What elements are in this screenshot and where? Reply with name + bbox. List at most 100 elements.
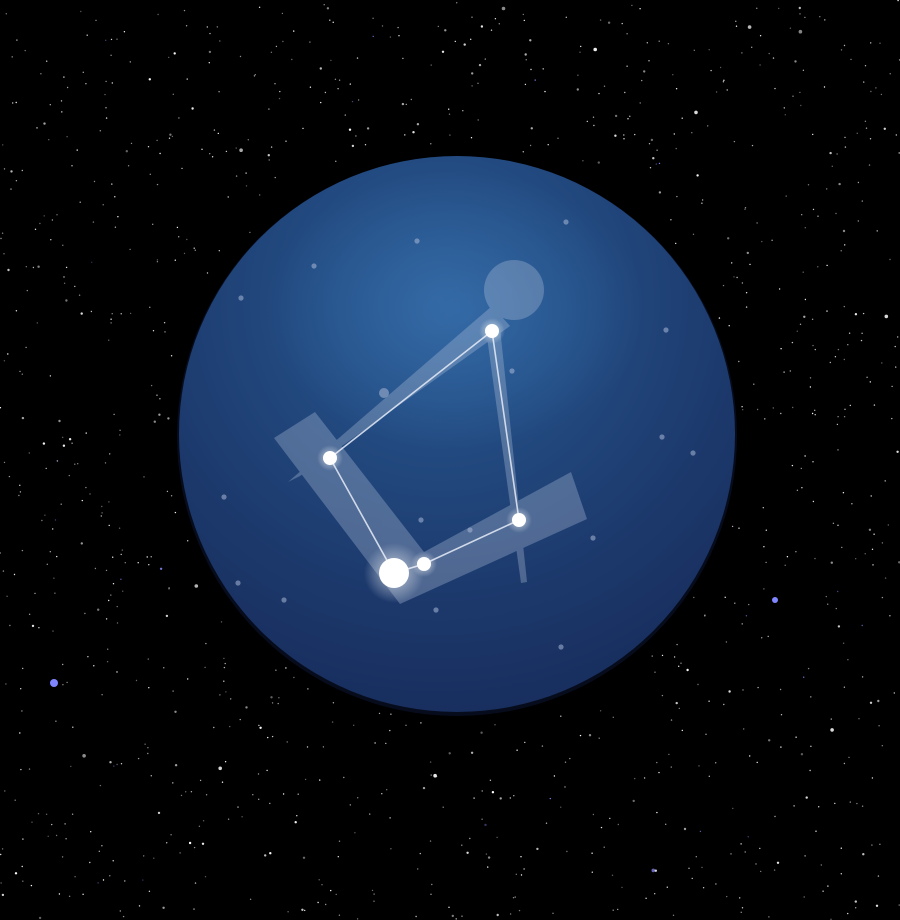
- constellation-disc: [177, 156, 737, 716]
- background-star: [649, 167, 652, 169]
- background-star: [877, 875, 880, 877]
- background-star: [66, 681, 68, 684]
- background-star: [137, 562, 139, 564]
- background-star: [881, 542, 884, 544]
- background-star: [41, 519, 43, 522]
- background-star: [25, 266, 27, 268]
- faint-star: [379, 388, 389, 398]
- background-star: [224, 662, 226, 665]
- background-star: [897, 336, 899, 338]
- background-star: [837, 449, 839, 451]
- background-star: [814, 348, 816, 351]
- background-star: [239, 55, 242, 58]
- background-star: [884, 577, 887, 579]
- background-star: [353, 724, 355, 726]
- background-star: [104, 462, 107, 464]
- background-star: [153, 857, 155, 859]
- background-star: [68, 895, 71, 897]
- background-star: [817, 266, 819, 268]
- background-star: [293, 676, 295, 679]
- background-star: [21, 416, 25, 420]
- background-star: [704, 614, 706, 616]
- background-star: [826, 188, 828, 190]
- background-star: [213, 129, 216, 131]
- background-star: [416, 123, 420, 126]
- background-star: [1, 232, 4, 234]
- background-star: [0, 882, 2, 884]
- background-star: [494, 18, 497, 20]
- background-star: [106, 661, 109, 663]
- background-star: [848, 332, 851, 334]
- background-star: [810, 696, 812, 698]
- background-star: [249, 898, 252, 900]
- background-star: [3, 360, 6, 362]
- background-star: [786, 556, 789, 558]
- background-star: [90, 831, 92, 833]
- background-star: [735, 25, 738, 27]
- background-star: [544, 90, 546, 93]
- background-star: [357, 797, 359, 799]
- background-star: [32, 266, 35, 269]
- background-star: [208, 62, 210, 64]
- background-star: [109, 761, 112, 764]
- background-star: [523, 868, 525, 870]
- background-star: [814, 557, 816, 560]
- background-star: [756, 761, 758, 764]
- background-star: [164, 331, 166, 333]
- background-star: [688, 867, 690, 869]
- background-star: [94, 567, 97, 570]
- background-star: [843, 762, 846, 765]
- background-star: [456, 2, 458, 4]
- background-star: [225, 150, 228, 153]
- background-star: [71, 442, 73, 444]
- background-star: [501, 6, 506, 11]
- background-star: [658, 162, 661, 165]
- background-star: [239, 718, 241, 721]
- background-star: [799, 91, 801, 94]
- background-star: [641, 79, 643, 82]
- background-star: [324, 91, 327, 94]
- background-star: [369, 813, 371, 815]
- background-star: [759, 35, 762, 37]
- background-star: [338, 840, 341, 842]
- background-star: [245, 706, 248, 709]
- background-star: [820, 864, 822, 866]
- background-star: [14, 872, 18, 875]
- background-star: [895, 134, 897, 136]
- background-star: [13, 573, 16, 576]
- background-star: [789, 370, 791, 372]
- background-star: [723, 703, 725, 706]
- background-star: [401, 102, 405, 106]
- background-star: [756, 7, 758, 9]
- background-star: [759, 847, 761, 850]
- background-star: [81, 499, 84, 502]
- background-star: [840, 49, 843, 51]
- background-star: [66, 136, 68, 138]
- background-star: [441, 50, 445, 53]
- background-star: [205, 794, 208, 796]
- background-star: [430, 143, 432, 145]
- background-star: [373, 900, 375, 902]
- background-star: [484, 823, 487, 827]
- background-star: [112, 583, 115, 585]
- background-star: [489, 779, 492, 781]
- background-star: [21, 549, 24, 552]
- background-star: [862, 312, 865, 315]
- background-star: [330, 889, 332, 892]
- background-star: [199, 779, 202, 782]
- background-star: [667, 43, 670, 45]
- background-star: [247, 139, 249, 141]
- background-star: [430, 893, 432, 895]
- background-star: [119, 910, 122, 912]
- background-star: [278, 97, 281, 100]
- background-star: [201, 148, 203, 150]
- background-star: [202, 820, 205, 822]
- background-star: [65, 299, 68, 302]
- background-star: [861, 624, 863, 627]
- background-star: [188, 841, 192, 845]
- background-star: [651, 655, 653, 657]
- background-star: [670, 719, 673, 721]
- background-star: [569, 757, 571, 760]
- background-star: [190, 791, 193, 793]
